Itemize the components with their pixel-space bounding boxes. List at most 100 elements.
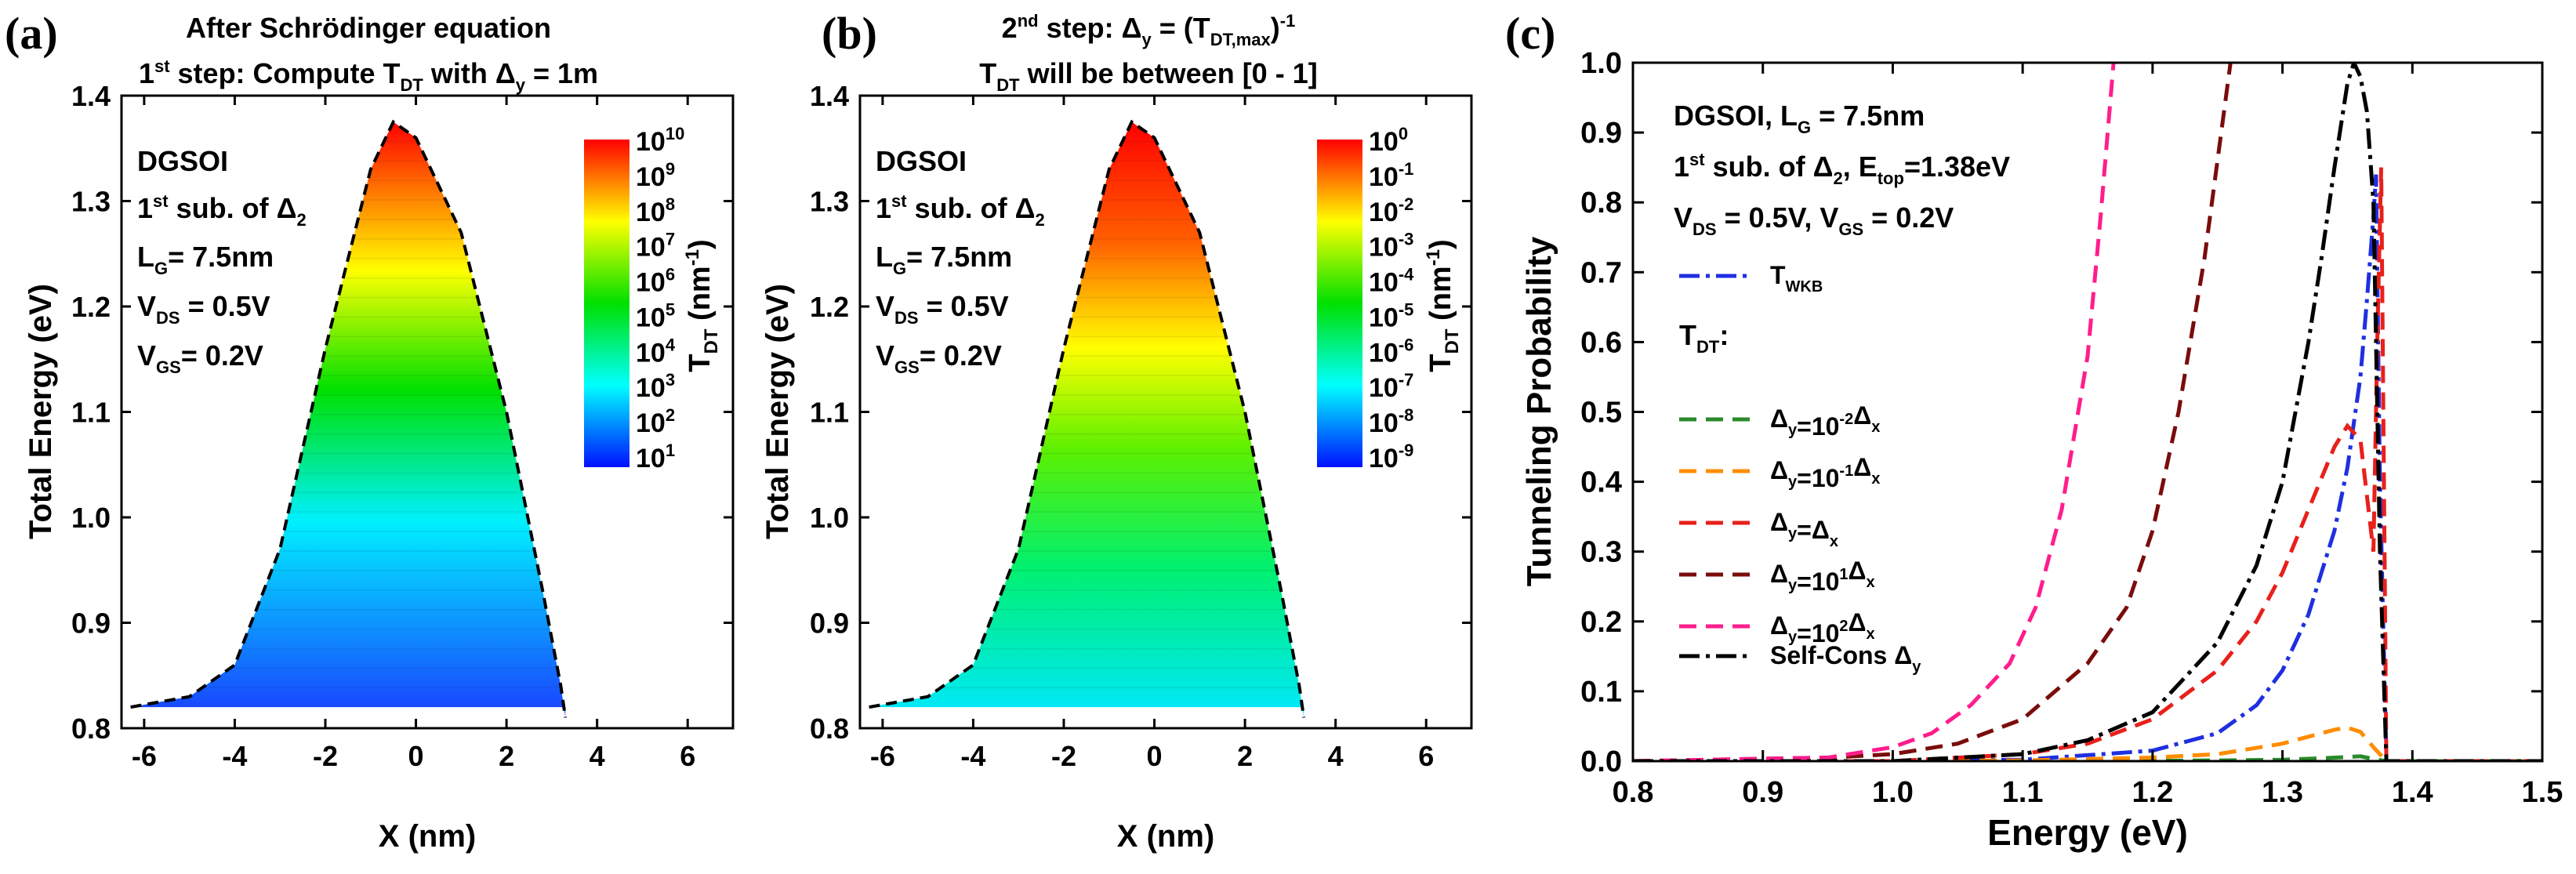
barrier-profile-a xyxy=(130,119,568,718)
series-line xyxy=(1633,174,2542,761)
legend-c: TWKB Δy=10-2Δx Δy=10-1Δx Δy=Δx Δy=101Δx Δy=10… xyxy=(1679,261,1921,676)
y-tick-label: 0.2 xyxy=(1580,606,1622,639)
annotation-b-vgs: VGS= 0.2V xyxy=(876,339,1002,377)
colorbar-tick-label: 104 xyxy=(636,335,676,368)
series-line xyxy=(1633,167,2542,761)
y-tick-label: 1.3 xyxy=(71,186,111,218)
y-tick-label: 1.4 xyxy=(810,80,849,112)
colorbar-label-a: TDT (nm-1) xyxy=(682,239,722,372)
y-tick-label: 0.8 xyxy=(71,713,111,745)
y-tick-label: 0.8 xyxy=(1580,187,1622,219)
y-tick-label: 1.1 xyxy=(71,397,111,429)
annotations-b: DGSOI 1st sub. of Δ2 LG= 7.5nm VDS = 0.5… xyxy=(876,145,1045,377)
x-tick-label: -4 xyxy=(222,740,247,772)
panel-b-title-line1: 2nd step: Δy = (TDT,max)-1 xyxy=(1002,11,1296,49)
colorbar-tick-label: 10-1 xyxy=(1369,159,1413,192)
colorbar-tick-label: 10-2 xyxy=(1369,194,1413,227)
xlabel-c: Energy (eV) xyxy=(1987,812,2188,853)
y-tick-label: 1.2 xyxy=(810,291,849,323)
series-line xyxy=(1633,63,2542,761)
y-tick-label: 1.1 xyxy=(810,397,849,429)
colorbar-a xyxy=(584,140,629,467)
y-tick-label: 0.8 xyxy=(810,713,849,745)
panel-c: (c) 0.8 0.9 1.0 1.1 1.2 1.3 1.4 1.5 0.0 0.1 0.2 0.3… xyxy=(1505,8,2563,853)
series-line xyxy=(1633,63,2116,761)
panel-b-title-line2: TDT will be between [0 - 1] xyxy=(979,57,1317,95)
annotation-a-vds: VDS = 0.5V xyxy=(137,290,270,328)
y-tick-label: 1.4 xyxy=(71,80,111,112)
x-tick-label: -2 xyxy=(1051,740,1076,772)
annotations-c: DGSOI, LG = 7.5nm 1st sub. of Δ2, Etop=1… xyxy=(1674,100,2010,357)
x-tick-label: 6 xyxy=(1418,740,1434,772)
panel-b-label: (b) xyxy=(822,8,877,59)
panel-b: (b) 2nd step: Δy = (TDT,max)-1 TDT will … xyxy=(760,8,1473,854)
colorbar-tick-label: 1010 xyxy=(636,124,684,157)
annotation-c-device: DGSOI, LG = 7.5nm xyxy=(1674,100,1925,137)
annotation-a-subband: 1st sub. of Δ2 xyxy=(137,191,307,230)
annotation-c-subband: 1st sub. of Δ2, Etop=1.38eV xyxy=(1674,150,2010,188)
panel-a-label: (a) xyxy=(5,8,58,59)
legend-label: Δy=10-2Δx xyxy=(1770,401,1880,441)
colorbar-tick-label: 109 xyxy=(636,159,675,192)
colorbar-tick-label: 10-8 xyxy=(1369,405,1413,438)
x-tick-label: 2 xyxy=(1237,740,1253,772)
annotation-b-vds: VDS = 0.5V xyxy=(876,290,1009,328)
ylabel-c: Tunneling Probability xyxy=(1520,236,1558,586)
y-tick-label: 0.4 xyxy=(1580,466,1622,499)
xlabel-b: X (nm) xyxy=(1117,819,1214,854)
legend-label: Self-Cons Δy xyxy=(1770,641,1921,676)
ticks-c: 0.8 0.9 1.0 1.1 1.2 1.3 1.4 1.5 0.0 0.1 0.2 0.3 0.4 0… xyxy=(1580,47,2563,809)
colorbar-tick-label: 10-7 xyxy=(1369,370,1413,403)
legend-label: Δy=101Δx xyxy=(1770,557,1875,596)
y-tick-label: 0.5 xyxy=(1580,397,1622,430)
annotation-b-lg: LG= 7.5nm xyxy=(876,241,1012,278)
colorbar-tick-label: 101 xyxy=(636,441,675,473)
x-tick-label: 1.4 xyxy=(2392,776,2433,809)
colorbar-tick-label: 10-5 xyxy=(1369,299,1413,332)
ylabel-b: Total Energy (eV) xyxy=(760,284,795,539)
x-tick-label: 0 xyxy=(408,740,424,772)
y-tick-label: 1.2 xyxy=(71,291,111,323)
annotation-b-subband: 1st sub. of Δ2 xyxy=(876,191,1045,230)
y-tick-label: 0.9 xyxy=(71,607,111,640)
colorbar-tick-label: 103 xyxy=(636,370,675,403)
x-tick-label: 6 xyxy=(680,740,695,772)
legend-label: Δy=102Δx xyxy=(1770,608,1875,647)
annotation-a-lg: LG= 7.5nm xyxy=(137,241,274,278)
y-tick-label: 1.0 xyxy=(1580,47,1622,80)
legend-label: Δy=10-1Δx xyxy=(1770,453,1880,492)
y-tick-label: 0.1 xyxy=(1580,676,1622,709)
xlabel-a: X (nm) xyxy=(379,819,476,854)
colorbar-tick-label: 105 xyxy=(636,299,675,332)
x-tick-label: 4 xyxy=(590,740,605,772)
annotation-a-device: DGSOI xyxy=(137,145,228,177)
colorbar-tick-label: 106 xyxy=(636,265,675,298)
panel-a-title-line2: 1st step: Compute TDT with Δy = 1m xyxy=(139,56,598,95)
ticks-b: -6 -4 -2 0 2 4 6 0.8 0.9 1.0 1.1 1.2 1.3 1.4 xyxy=(810,80,1471,772)
y-tick-label: 0.3 xyxy=(1580,536,1622,569)
x-tick-label: 1.0 xyxy=(1872,776,1914,809)
y-tick-label: 0.9 xyxy=(810,607,849,640)
x-tick-label: -2 xyxy=(313,740,338,772)
annotation-a-vgs: VGS= 0.2V xyxy=(137,339,263,377)
colorbar-tick-label: 10-3 xyxy=(1369,230,1413,263)
colorbar-label-b: TDT (nm-1) xyxy=(1423,239,1463,372)
y-tick-label: 1.3 xyxy=(810,186,849,218)
heatmap-fill xyxy=(130,121,566,718)
colorbar-tick-label: 10-6 xyxy=(1369,335,1413,368)
legend-label: TWKB xyxy=(1770,261,1823,296)
colorbar-tick-label: 108 xyxy=(636,194,675,227)
colorbar-tick-label: 100 xyxy=(1369,124,1408,157)
colorbar-tick-label: 10-9 xyxy=(1369,441,1413,473)
colorbar-tick-label: 10-4 xyxy=(1369,265,1414,298)
y-tick-label: 0.6 xyxy=(1580,326,1622,359)
x-tick-label: -4 xyxy=(960,740,985,772)
ticks-a: -6 -4 -2 0 2 4 6 0.8 0.9 1.0 1.1 1.2 1.3 1.4 xyxy=(71,80,733,772)
y-tick-label: 1.0 xyxy=(71,502,111,534)
annotation-c-bias: VDS = 0.5V, VGS = 0.2V xyxy=(1674,201,1954,239)
x-tick-label: 2 xyxy=(499,740,514,772)
x-tick-label: 0.8 xyxy=(1613,776,1654,809)
